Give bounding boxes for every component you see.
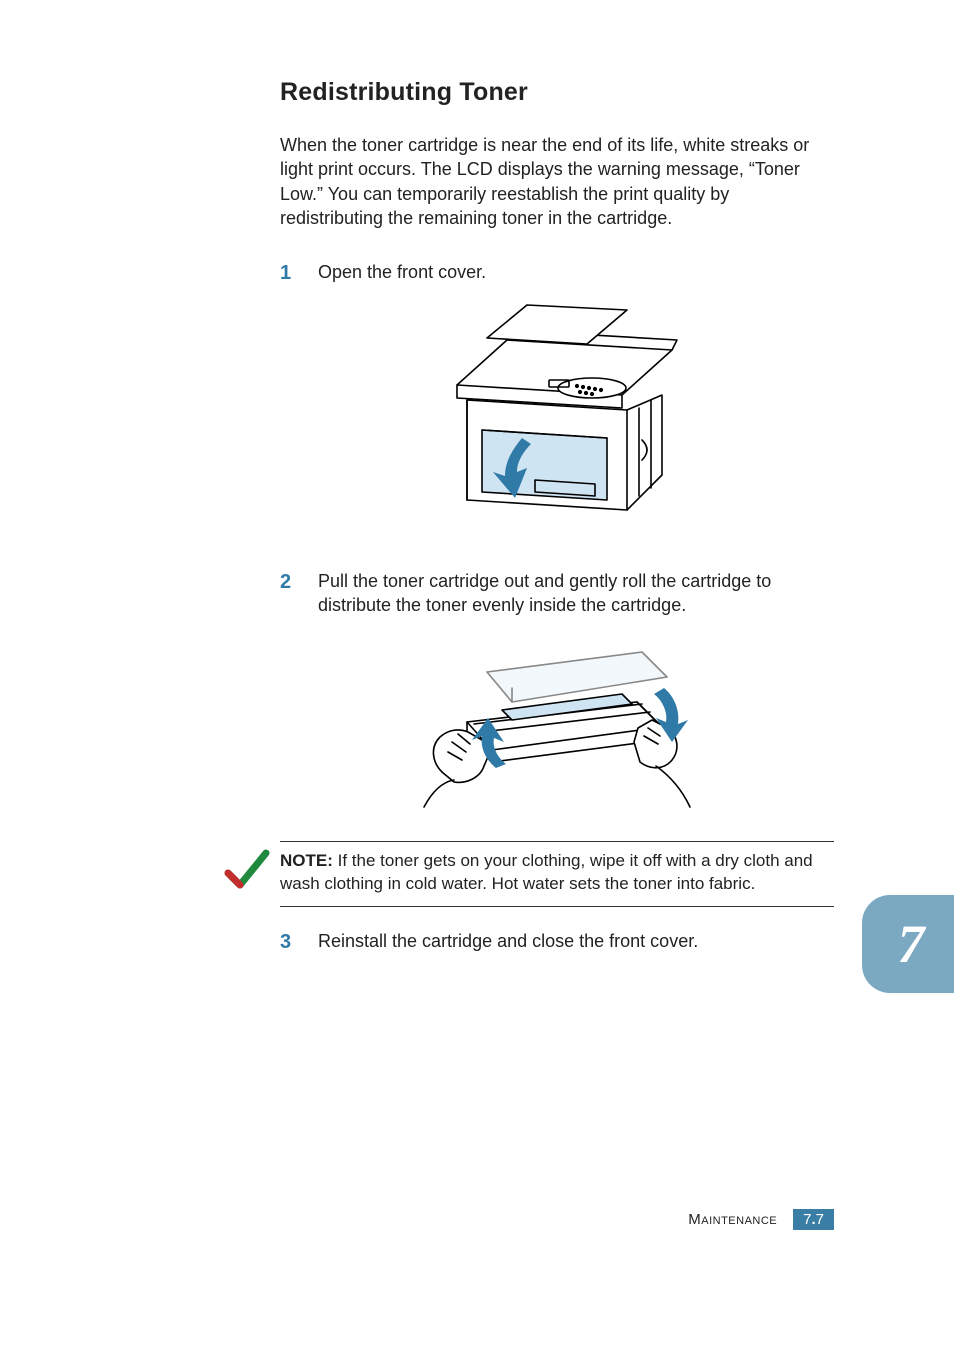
step-1: 1 Open the front cover. [280,260,834,286]
steps-list: 1 Open the front cover. [280,260,834,954]
footer-page-num: 7 [816,1211,824,1228]
step-text: Open the front cover. [318,260,834,284]
page-root: Redistributing Toner When the toner cart… [0,0,954,1346]
step-number: 1 [280,260,318,286]
step-text: Reinstall the cartridge and close the fr… [318,929,834,953]
footer-section-name: Maintenance [688,1211,777,1228]
note-label: NOTE: [280,851,333,870]
checkmark-icon [222,847,270,895]
section-heading: Redistributing Toner [280,78,834,107]
figure-step-1 [280,300,834,545]
note-block: NOTE: If the toner gets on your clothing… [222,841,834,907]
step-3: 3 Reinstall the cartridge and close the … [280,929,834,955]
chapter-tab: 7 [862,895,954,993]
cartridge-illustration [412,632,702,812]
footer-page-number: 7.7 [793,1209,834,1230]
step-text: Pull the toner cartridge out and gently … [318,569,834,618]
page-footer: Maintenance 7.7 [688,1209,834,1230]
printer-illustration [427,300,687,540]
intro-paragraph: When the toner cartridge is near the end… [280,133,834,230]
step-2: 2 Pull the toner cartridge out and gentl… [280,569,834,618]
note-text: If the toner gets on your clothing, wipe… [280,851,813,893]
note-box: NOTE: If the toner gets on your clothing… [280,841,834,907]
step-number: 2 [280,569,318,595]
step-number: 3 [280,929,318,955]
figure-step-2 [280,632,834,817]
